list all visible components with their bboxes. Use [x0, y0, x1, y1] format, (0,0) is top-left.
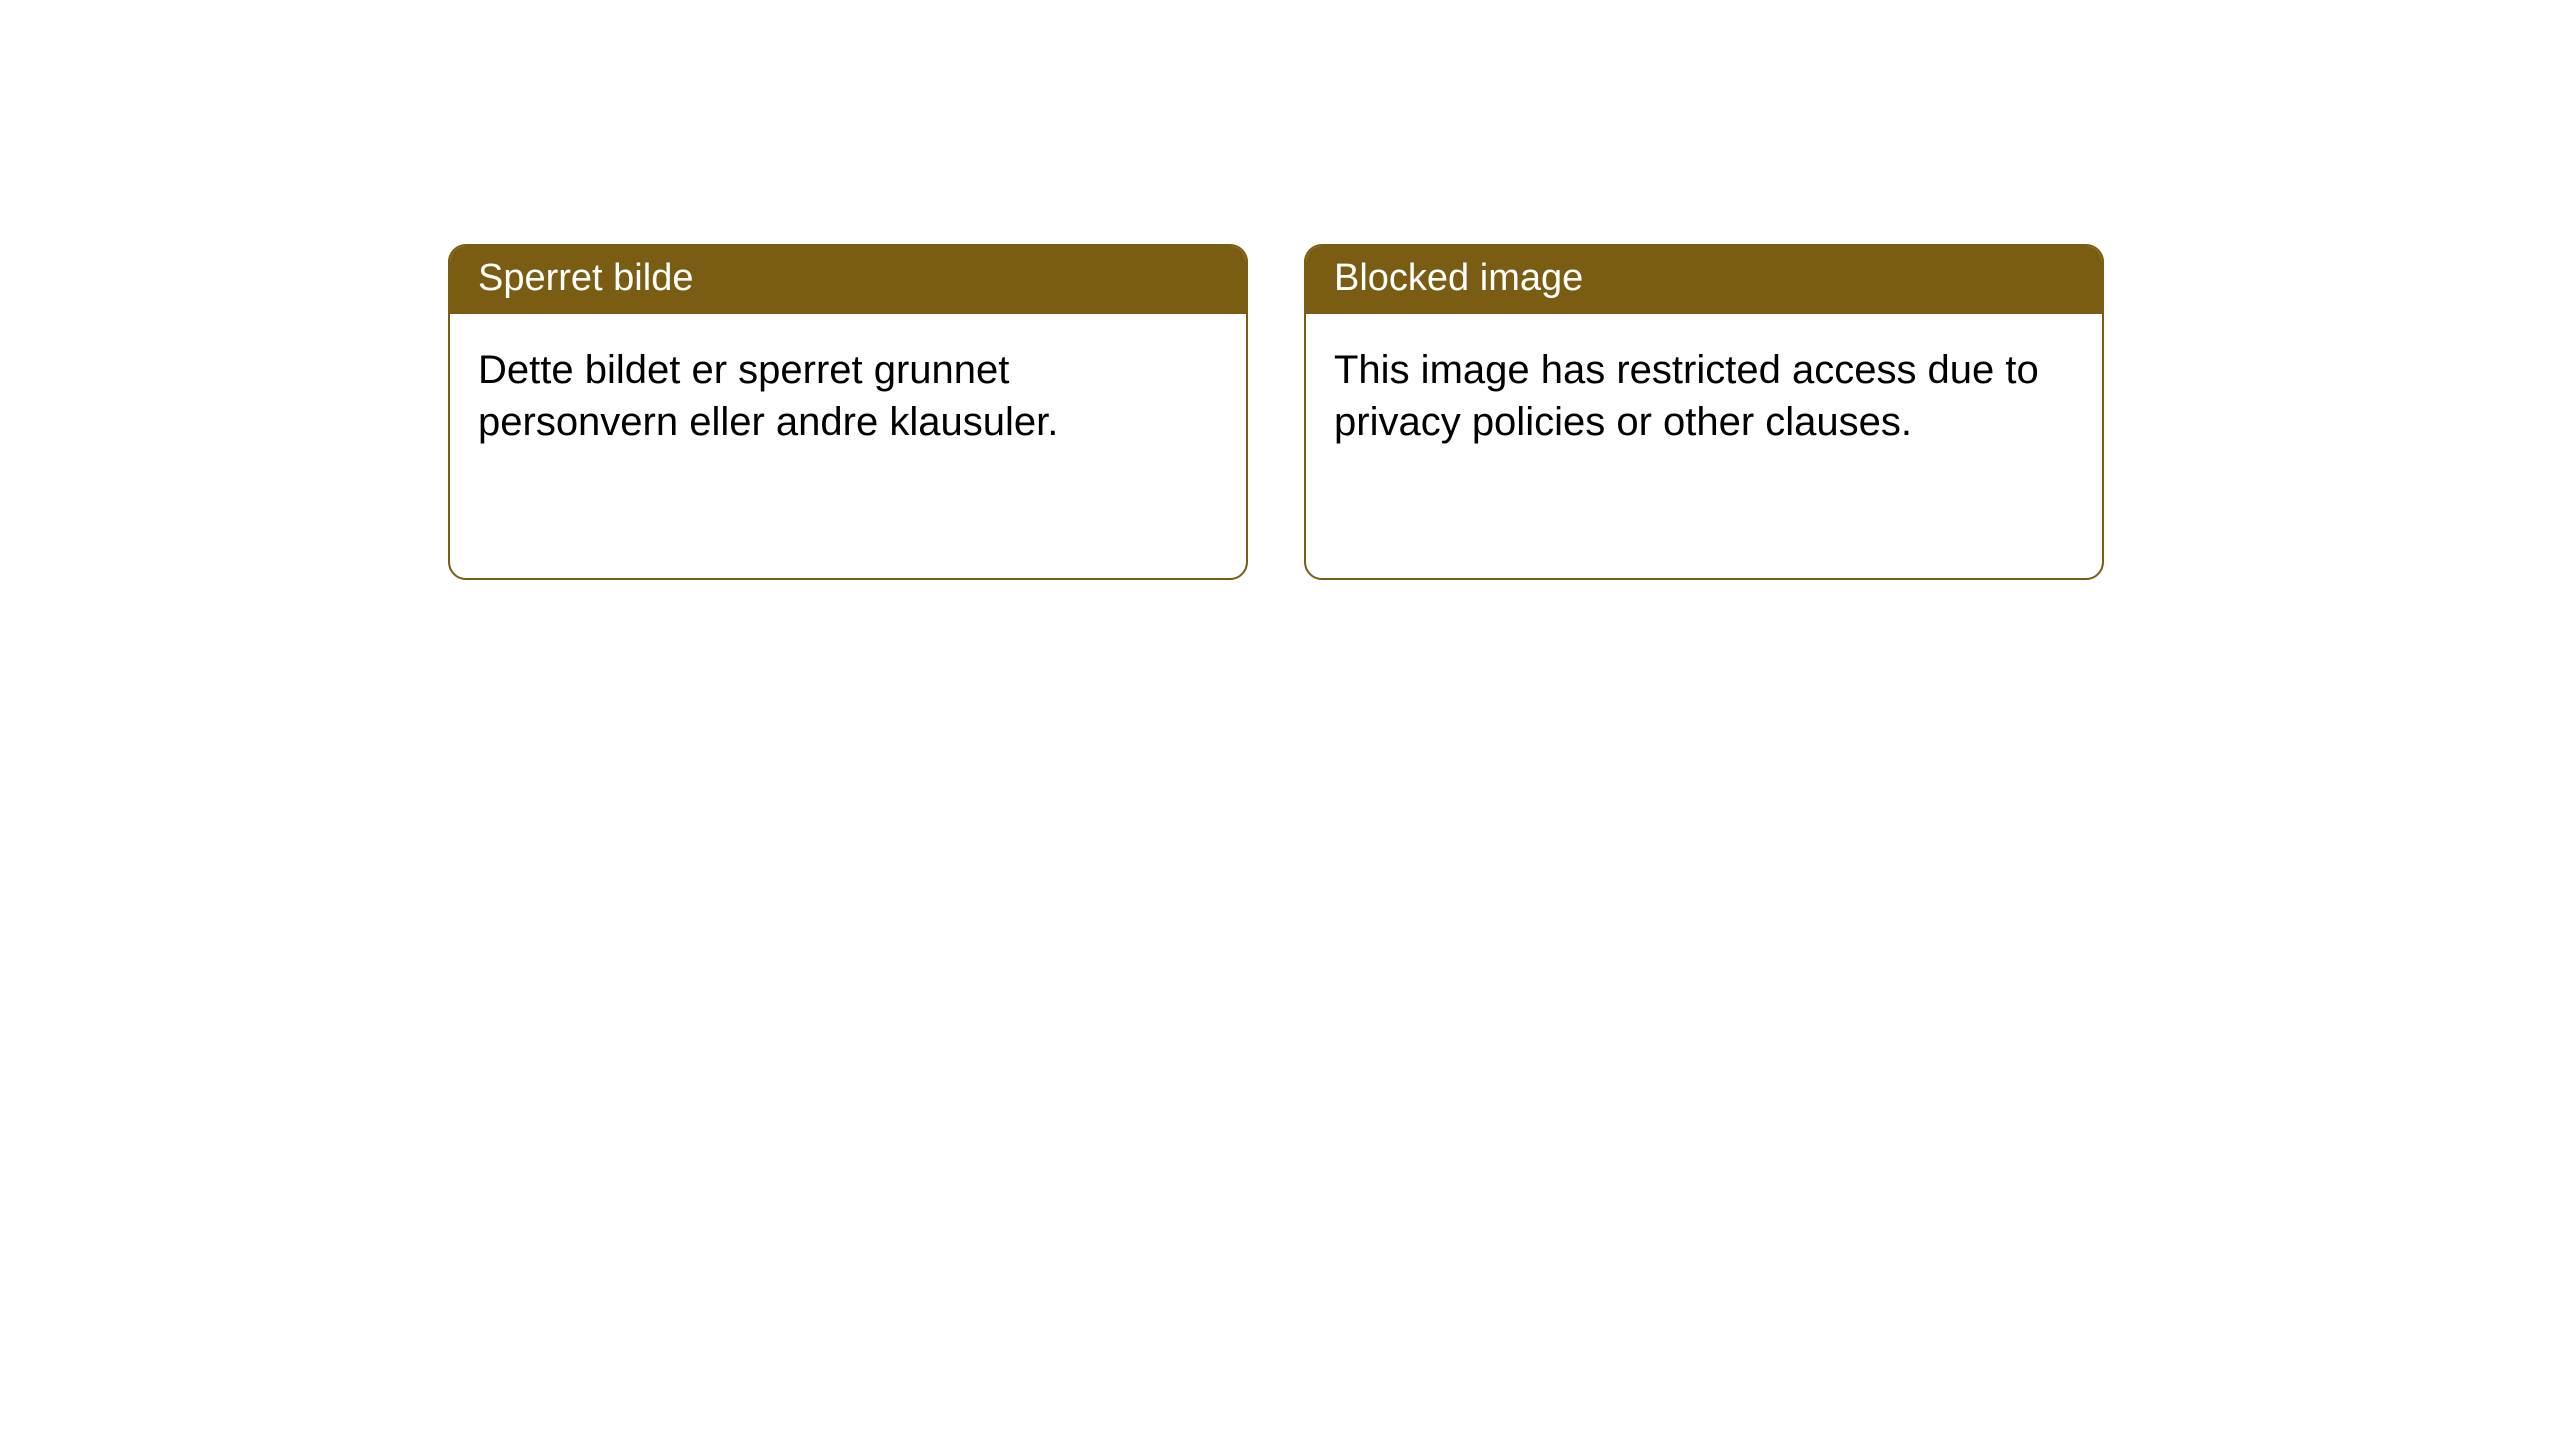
notice-title-english: Blocked image [1306, 246, 2102, 314]
notice-title-norwegian: Sperret bilde [450, 246, 1246, 314]
notice-card-norwegian: Sperret bilde Dette bildet er sperret gr… [448, 244, 1248, 580]
notice-container: Sperret bilde Dette bildet er sperret gr… [0, 0, 2560, 580]
notice-card-english: Blocked image This image has restricted … [1304, 244, 2104, 580]
notice-body-norwegian: Dette bildet er sperret grunnet personve… [450, 314, 1246, 476]
notice-body-english: This image has restricted access due to … [1306, 314, 2102, 476]
